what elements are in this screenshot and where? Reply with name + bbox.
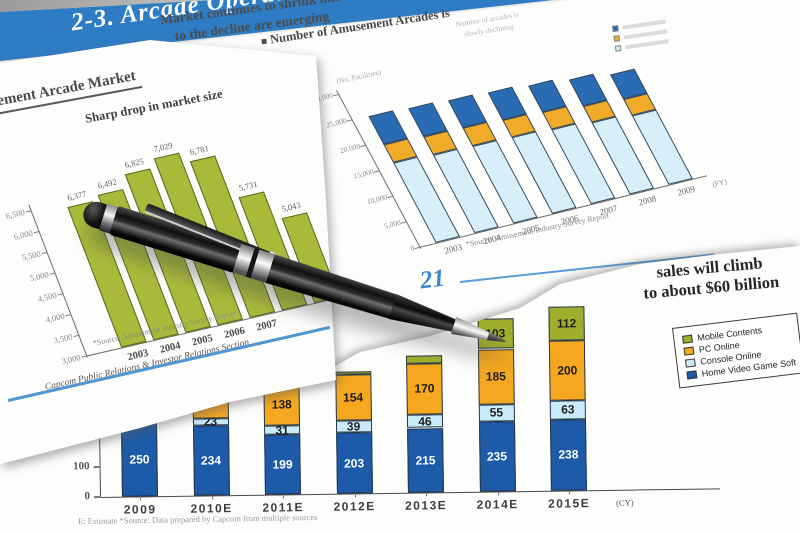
arcade-market-bar-chart: 6,500 6,000 5,500 5,000 4,500 4,000 3,500 3,000… [0, 40, 336, 424]
pen-ballpoint-tip [487, 331, 507, 346]
y-tick-label: 6,500 [4, 206, 26, 222]
y-tick-label: 3,000 [60, 352, 82, 367]
y-tick-label: 4,000 [44, 310, 66, 325]
pen-chrome-cone [451, 317, 493, 345]
y-tick-label: 5,000 [28, 269, 50, 284]
y-tick-label: 5,500 [20, 248, 42, 263]
y-tick-label: 3,500 [52, 331, 74, 346]
y-tick-label: 4,500 [36, 289, 58, 304]
y-tick-label: 6,000 [12, 227, 34, 242]
